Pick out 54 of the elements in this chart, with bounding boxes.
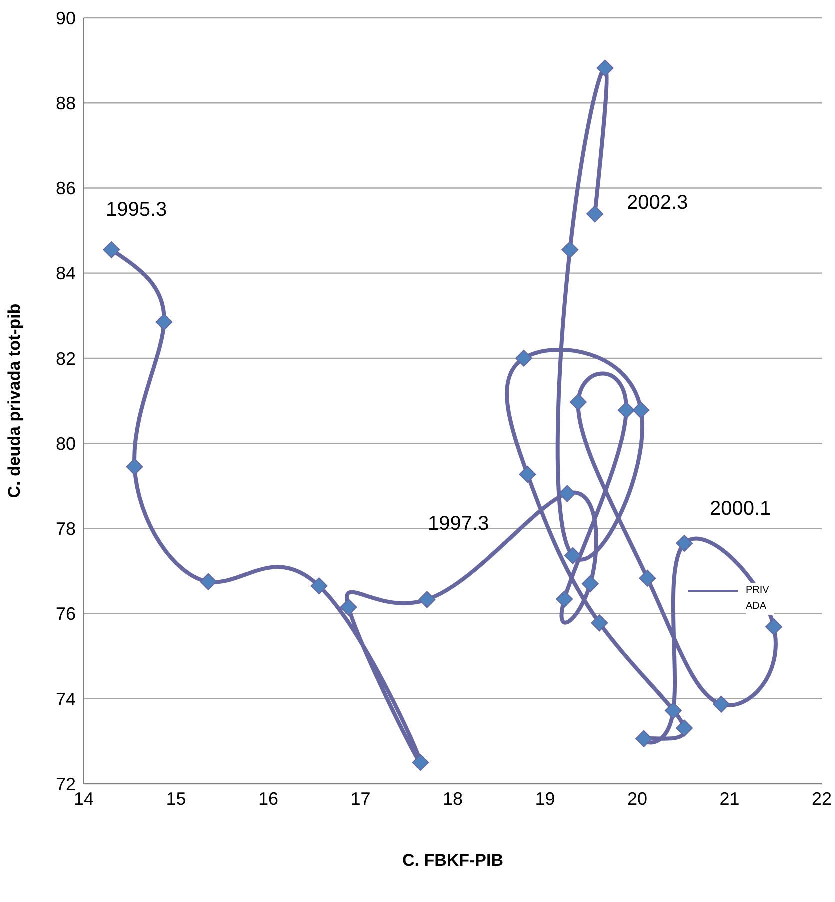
y-tick-label: 80 bbox=[56, 434, 76, 454]
point bbox=[712, 696, 730, 713]
x-axis-title: C. FBKF-PIB bbox=[402, 851, 504, 870]
point bbox=[418, 591, 436, 608]
point bbox=[639, 570, 656, 587]
point bbox=[126, 458, 144, 476]
point bbox=[412, 754, 430, 772]
y-tick-label: 84 bbox=[56, 264, 76, 284]
point bbox=[635, 730, 652, 748]
y-tick-label: 86 bbox=[56, 178, 76, 199]
x-tick-label: 14 bbox=[74, 788, 94, 809]
point bbox=[310, 578, 328, 595]
point bbox=[103, 241, 120, 258]
x-tick-label: 16 bbox=[258, 788, 279, 809]
x-tick-label: 20 bbox=[627, 788, 648, 809]
y-tick-label: 72 bbox=[56, 774, 76, 794]
y-tick-label: 76 bbox=[56, 604, 76, 624]
point bbox=[156, 314, 173, 331]
point bbox=[200, 573, 218, 590]
annotation: 2002.3 bbox=[627, 191, 688, 215]
x-tick-label: 21 bbox=[720, 788, 740, 809]
x-tick-label: 22 bbox=[812, 788, 832, 809]
point bbox=[766, 618, 783, 636]
point bbox=[570, 394, 587, 411]
annotation: 1997.3 bbox=[428, 512, 490, 536]
legend-label: PRIVADA bbox=[746, 583, 774, 615]
annotation: 1995.3 bbox=[106, 198, 168, 222]
point bbox=[676, 535, 694, 552]
point bbox=[558, 485, 576, 502]
y-tick-label: 88 bbox=[56, 94, 76, 114]
point bbox=[618, 402, 635, 419]
y-tick-label: 74 bbox=[56, 689, 76, 710]
point bbox=[582, 575, 599, 592]
point bbox=[519, 466, 536, 484]
annotation: 2000.1 bbox=[710, 497, 772, 521]
point bbox=[664, 702, 682, 720]
point bbox=[556, 590, 574, 608]
x-tick-label: 18 bbox=[442, 788, 464, 809]
x-tick-label: 15 bbox=[166, 788, 186, 809]
y-tick-label: 90 bbox=[56, 8, 76, 28]
point bbox=[632, 402, 650, 419]
point bbox=[591, 614, 608, 632]
y-axis-title: C. deuda privada tot-pib bbox=[5, 304, 24, 498]
point bbox=[586, 206, 604, 223]
x-tick-label: 17 bbox=[350, 788, 371, 809]
point bbox=[564, 547, 582, 564]
point bbox=[676, 720, 694, 737]
y-tick-label: 82 bbox=[56, 348, 76, 369]
y-tick-label: 78 bbox=[56, 519, 76, 540]
point bbox=[340, 598, 358, 616]
point bbox=[596, 60, 614, 77]
point bbox=[562, 241, 579, 258]
point bbox=[516, 350, 533, 367]
x-tick-label: 19 bbox=[535, 788, 556, 809]
